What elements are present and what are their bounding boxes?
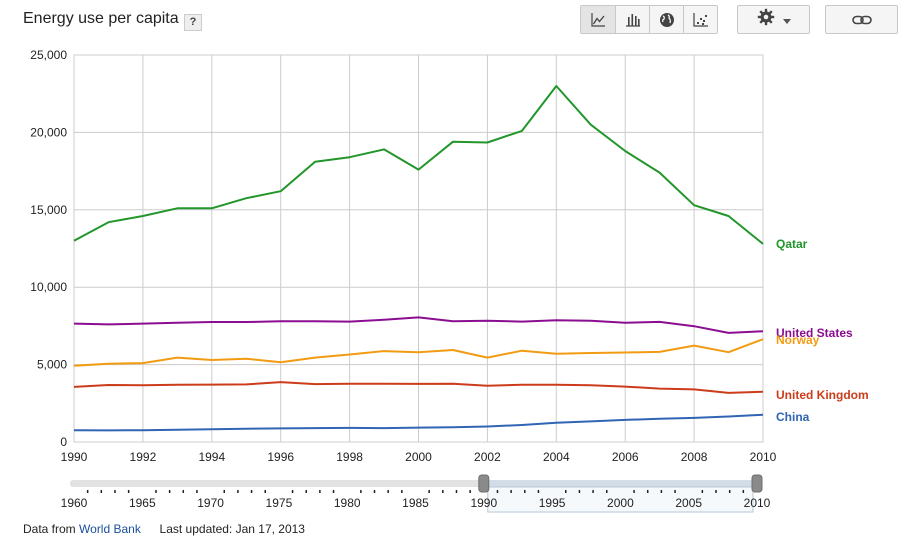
x-tick-label: 2002: [474, 450, 501, 464]
slider-tick-label: 1990: [470, 496, 497, 510]
line-chart-icon[interactable]: [581, 6, 615, 33]
series-lines: [73, 85, 764, 432]
series-line-norway: [73, 338, 764, 367]
series-label: Norway: [776, 333, 820, 347]
y-tick-label: 25,000: [30, 48, 67, 62]
series-label: China: [776, 410, 810, 424]
slider-tick-label: 2010: [744, 496, 771, 510]
bar-chart-icon[interactable]: [615, 6, 649, 33]
y-tick-label: 0: [60, 435, 67, 449]
settings-button[interactable]: [737, 5, 810, 34]
x-tick-label: 2000: [405, 450, 432, 464]
series-label: Qatar: [776, 237, 808, 251]
selected-range-box: [487, 486, 754, 513]
scatter-chart-icon[interactable]: [683, 6, 717, 33]
link-icon: [826, 6, 897, 33]
link-button[interactable]: [825, 5, 898, 34]
y-tick-label: 5,000: [37, 358, 67, 372]
x-tick-label: 2010: [750, 450, 777, 464]
x-axis: 1990 1992 1994 1996 1998 2000 2002 2004 2006 2008…: [61, 450, 777, 464]
footer: Data from World Bank Last updated: Jan 1…: [23, 522, 305, 536]
globe-map-icon[interactable]: [649, 6, 683, 33]
x-tick-label: 1992: [130, 450, 157, 464]
time-slider[interactable]: 1960 1965 1970 1975 1980 1985 1990 1995 2000 2005…: [61, 474, 771, 513]
series-line-united-kingdom: [73, 381, 764, 394]
chart-title: Energy use per capita: [23, 10, 179, 27]
series-line-qatar: [73, 85, 764, 245]
source-link[interactable]: World Bank: [79, 522, 141, 536]
slider-tick-label: 1975: [266, 496, 293, 510]
y-tick-label: 15,000: [30, 203, 67, 217]
slider-tick-label: 1980: [334, 496, 361, 510]
source-prefix: Data from: [23, 522, 76, 536]
help-button[interactable]: ?: [184, 14, 202, 31]
x-tick-label: 1990: [61, 450, 88, 464]
y-axis: 0 5,000 10,000 15,000 20,000 25,000: [30, 48, 67, 449]
slider-handle[interactable]: [751, 474, 763, 493]
x-tick-label: 2006: [612, 450, 639, 464]
chart-type-toggle: [580, 5, 718, 34]
series-line-united-states: [73, 316, 764, 334]
slider-tick-label: 1995: [539, 496, 566, 510]
slider-tick-label: 1960: [61, 496, 88, 510]
slider-range: [483, 480, 757, 487]
slider-tick-label: 1985: [402, 496, 429, 510]
x-tick-label: 2008: [681, 450, 708, 464]
series-label: United States: [776, 326, 853, 340]
chart-grid: [73, 54, 764, 443]
y-tick-label: 10,000: [30, 280, 67, 294]
x-tick-label: 1998: [336, 450, 363, 464]
slider-tick-label: 1965: [129, 496, 156, 510]
slider-tick-label: 2000: [607, 496, 634, 510]
slider-tick-label: 2005: [675, 496, 702, 510]
x-tick-label: 2004: [543, 450, 570, 464]
x-tick-label: 1994: [198, 450, 225, 464]
x-tick-label: 1996: [267, 450, 294, 464]
caret-down-icon: [782, 11, 791, 29]
y-tick-label: 20,000: [30, 125, 67, 139]
last-updated: Last updated: Jan 17, 2013: [159, 522, 305, 536]
gear-icon: [757, 8, 775, 31]
series-label: United Kingdom: [776, 388, 869, 402]
slider-tick-label: 1970: [197, 496, 224, 510]
slider-handle[interactable]: [478, 474, 490, 493]
